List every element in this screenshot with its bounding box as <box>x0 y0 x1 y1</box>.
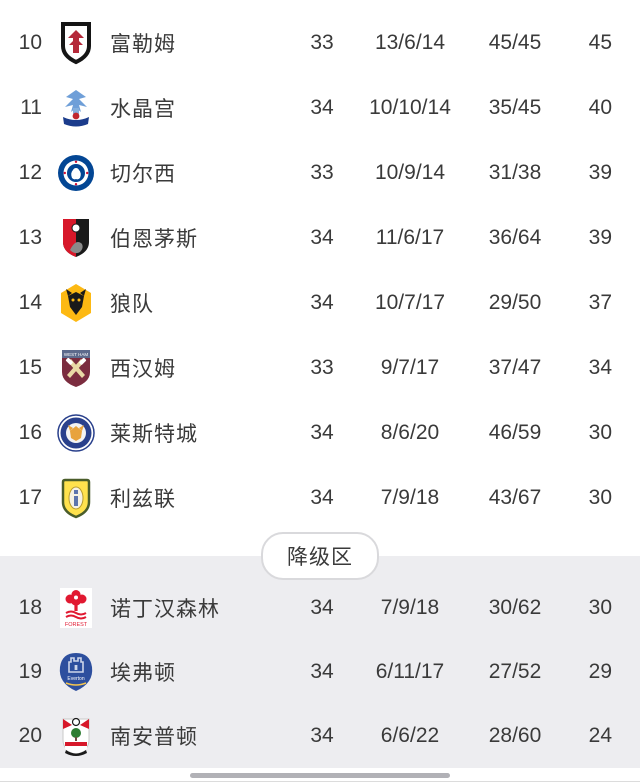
rank-cell: 17 <box>18 485 42 509</box>
win-draw-loss-cell: 11/6/17 <box>375 225 445 249</box>
win-draw-loss-cell: 7/9/18 <box>380 485 440 509</box>
goals-for-against-cell: 31/38 <box>488 160 542 184</box>
club-crest-icon <box>52 216 100 260</box>
points-cell: 29 <box>588 660 612 683</box>
points-cell: 45 <box>588 30 612 54</box>
goals-for-against-cell: 37/47 <box>488 355 542 379</box>
goals-for-against-cell: 36/64 <box>488 225 542 249</box>
goals-for-against-cell: 45/45 <box>488 30 542 54</box>
matches-played-cell: 34 <box>310 724 334 747</box>
win-draw-loss-cell: 7/9/18 <box>380 596 440 619</box>
win-draw-loss-cell: 6/6/22 <box>380 724 440 747</box>
club-name-cell: 伯恩茅斯 <box>110 227 198 251</box>
matches-played-cell: 34 <box>310 485 334 509</box>
points-cell: 37 <box>588 290 612 314</box>
club-name-cell: 诺丁汉森林 <box>110 598 220 621</box>
points-cell: 39 <box>588 160 612 184</box>
points-cell: 24 <box>588 724 612 747</box>
table-row[interactable]: 18 诺丁汉森林 34 7/9/18 30/62 30 <box>0 576 640 640</box>
matches-played-cell: 33 <box>310 160 334 184</box>
club-name-cell: 西汉姆 <box>110 357 176 381</box>
rank-cell: 15 <box>18 355 42 379</box>
table-row[interactable]: 16 莱斯特城 34 8/6/20 46/59 30 <box>0 400 640 465</box>
table-row[interactable]: 10 富勒姆 33 13/6/14 45/45 45 <box>0 10 640 75</box>
points-cell: 39 <box>588 225 612 249</box>
matches-played-cell: 33 <box>310 355 334 379</box>
club-crest-icon <box>52 281 100 325</box>
table-row[interactable]: 14 狼队 34 10/7/17 29/50 37 <box>0 270 640 335</box>
rank-cell: 12 <box>18 160 42 184</box>
goals-for-against-cell: 28/60 <box>488 724 542 747</box>
rank-cell: 14 <box>18 290 42 314</box>
club-crest-icon <box>52 21 100 65</box>
club-name-cell: 莱斯特城 <box>110 422 198 446</box>
club-name-cell: 埃弗顿 <box>110 662 176 685</box>
relegation-zone-divider-badge: 降级区 <box>261 532 379 580</box>
table-row[interactable]: 12 切尔西 33 10/9/14 31/38 39 <box>0 140 640 205</box>
goals-for-against-cell: 29/50 <box>488 290 542 314</box>
goals-for-against-cell: 35/45 <box>488 95 542 119</box>
goals-for-against-cell: 27/52 <box>488 660 542 683</box>
club-crest-icon <box>52 650 100 694</box>
goals-for-against-cell: 46/59 <box>488 420 542 444</box>
club-crest-icon <box>52 346 100 390</box>
bottom-scroll-area <box>0 768 640 782</box>
win-draw-loss-cell: 10/7/17 <box>374 290 446 314</box>
club-name-cell: 南安普顿 <box>110 726 198 749</box>
table-row[interactable]: 11 水晶宫 34 10/10/14 35/45 40 <box>0 75 640 140</box>
club-crest-icon <box>52 411 100 455</box>
table-row[interactable]: 15 西汉姆 33 9/7/17 37/47 34 <box>0 335 640 400</box>
win-draw-loss-cell: 9/7/17 <box>380 355 440 379</box>
points-cell: 40 <box>588 95 612 119</box>
win-draw-loss-cell: 8/6/20 <box>380 420 440 444</box>
table-row[interactable]: 13 伯恩茅斯 34 11/6/17 36/64 39 <box>0 205 640 270</box>
table-row[interactable]: 19 埃弗顿 34 6/11/17 27/52 29 <box>0 640 640 704</box>
points-cell: 34 <box>588 355 612 379</box>
rank-cell: 20 <box>18 724 42 747</box>
club-crest-icon <box>52 476 100 520</box>
goals-for-against-cell: 30/62 <box>488 596 542 619</box>
points-cell: 30 <box>588 420 612 444</box>
club-name-cell: 富勒姆 <box>110 32 176 56</box>
rank-cell: 11 <box>20 95 42 119</box>
points-cell: 30 <box>588 485 612 509</box>
table-row[interactable]: 20 南安普顿 34 6/6/22 28/60 24 <box>0 704 640 768</box>
win-draw-loss-cell: 10/9/14 <box>374 160 446 184</box>
rank-cell: 18 <box>18 596 42 619</box>
matches-played-cell: 34 <box>310 290 334 314</box>
win-draw-loss-cell: 6/11/17 <box>375 660 445 683</box>
goals-for-against-cell: 43/67 <box>488 485 542 509</box>
win-draw-loss-cell: 13/6/14 <box>374 30 446 54</box>
matches-played-cell: 34 <box>310 225 334 249</box>
club-crest-icon <box>52 86 100 130</box>
matches-played-cell: 33 <box>310 30 334 54</box>
rank-cell: 13 <box>18 225 42 249</box>
table-section-relegation: 18 诺丁汉森林 34 7/9/18 30/62 30 19 埃弗顿 34 6/… <box>0 556 640 768</box>
horizontal-scrollbar-thumb[interactable] <box>190 773 450 778</box>
club-name-cell: 切尔西 <box>110 162 176 186</box>
club-name-cell: 狼队 <box>110 292 154 316</box>
matches-played-cell: 34 <box>310 420 334 444</box>
club-crest-icon <box>52 586 100 630</box>
points-cell: 30 <box>588 596 612 619</box>
rank-cell: 16 <box>18 420 42 444</box>
matches-played-cell: 34 <box>310 95 334 119</box>
club-name-cell: 利兹联 <box>110 487 176 511</box>
rank-cell: 10 <box>18 30 42 54</box>
matches-played-cell: 34 <box>310 596 334 619</box>
rank-cell: 19 <box>18 660 42 683</box>
table-section-midtable: 10 富勒姆 33 13/6/14 45/45 45 11 水晶宫 34 10/… <box>0 10 640 530</box>
club-crest-icon <box>52 714 100 758</box>
win-draw-loss-cell: 10/10/14 <box>369 95 451 119</box>
matches-played-cell: 34 <box>310 660 334 683</box>
club-name-cell: 水晶宫 <box>110 97 176 121</box>
club-crest-icon <box>52 151 100 195</box>
table-row[interactable]: 17 利兹联 34 7/9/18 43/67 30 <box>0 465 640 530</box>
